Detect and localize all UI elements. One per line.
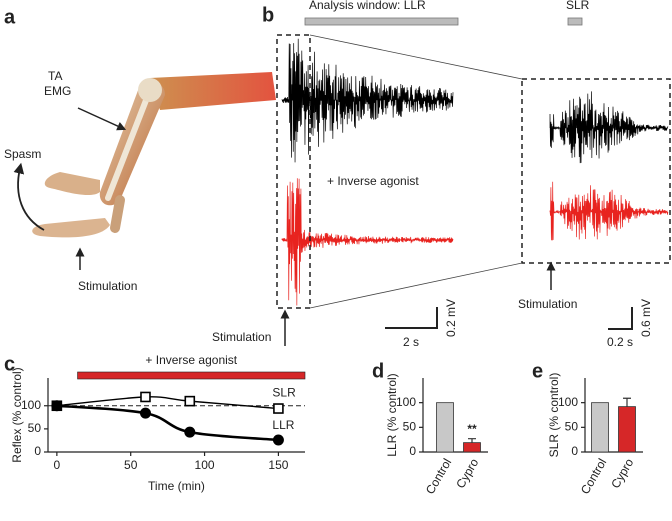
zoom-line [309, 262, 523, 309]
panel-label: c [4, 353, 15, 375]
stimulation-label: Stimulation [518, 297, 577, 311]
y-tick-label: 50 [403, 420, 417, 434]
bar [436, 402, 454, 453]
x-axis-label: Time (min) [148, 479, 205, 493]
condition-label: + Inverse agonist [327, 174, 419, 188]
bar [618, 406, 636, 453]
x-tick-label: 50 [124, 458, 138, 472]
panel-label: d [372, 360, 384, 382]
x-tick-label: 150 [268, 458, 288, 472]
scale-label: 0.2 s [607, 335, 633, 349]
x-tick-label: Control [423, 456, 454, 497]
x-tick-label: 0 [54, 458, 61, 472]
scale-label: 0.2 mV [444, 299, 458, 337]
y-axis-label: Reflex (% control) [10, 367, 24, 462]
marker [139, 407, 151, 419]
scale-bar [608, 307, 633, 330]
emg-trace [281, 38, 454, 163]
marker [51, 400, 63, 412]
error-bar [468, 438, 476, 443]
y-tick-label: 0 [571, 444, 578, 458]
scale-label: 0.6 mV [639, 299, 653, 337]
marker [184, 395, 196, 407]
y-axis-label: SLR (% control) [547, 373, 561, 458]
x-tick-label: Control [578, 456, 609, 497]
x-tick-label: 100 [195, 458, 215, 472]
emg-label: EMG [44, 84, 71, 98]
window-bar [567, 17, 583, 26]
panel-label: a [4, 6, 16, 28]
scale-label: 2 s [403, 335, 419, 349]
series-line [56, 404, 279, 442]
y-tick-label: 100 [558, 395, 578, 409]
marker [273, 403, 284, 414]
panel-label: e [532, 360, 543, 382]
scale-bar [385, 307, 438, 329]
series-label: LLR [272, 418, 294, 432]
series-label: SLR [272, 386, 296, 400]
y-tick-label: 100 [21, 398, 41, 412]
emg-trace [549, 181, 669, 241]
y-tick-label: 0 [409, 444, 416, 458]
stimulation-label: Stimulation [212, 330, 271, 344]
y-tick-label: 50 [565, 420, 579, 434]
marker [184, 426, 196, 438]
arrow [77, 107, 127, 131]
emg-label: TA [48, 69, 62, 83]
series-line [56, 396, 279, 410]
emg-trace [549, 91, 669, 164]
panel-label: b [262, 4, 274, 26]
y-tick-label: 0 [34, 444, 41, 458]
window-label: Analysis window: LLR [309, 0, 426, 12]
zoom-box [521, 78, 671, 264]
bar [463, 442, 481, 453]
bar [591, 402, 609, 453]
y-tick-label: 50 [28, 421, 42, 435]
marker [272, 434, 284, 446]
stimulation-label: Stimulation [78, 279, 137, 293]
treatment-label: + Inverse agonist [145, 353, 237, 367]
leg-illustration [32, 72, 276, 238]
treatment-bar [77, 371, 306, 380]
window-label: SLR [566, 0, 590, 12]
error-bar [623, 397, 631, 407]
zoom-line [309, 34, 523, 80]
emg-traces [281, 38, 669, 306]
window-bar [304, 17, 459, 26]
x-tick-label: Cypro [453, 456, 481, 491]
arrow [13, 162, 45, 231]
y-tick-label: 100 [396, 395, 416, 409]
marker [140, 391, 151, 403]
y-axis-label: LLR (% control) [385, 373, 399, 456]
spasm-label: Spasm [4, 147, 41, 161]
emg-trace [281, 178, 454, 306]
significance: ** [467, 422, 477, 436]
x-tick-label: Cypro [608, 456, 636, 491]
